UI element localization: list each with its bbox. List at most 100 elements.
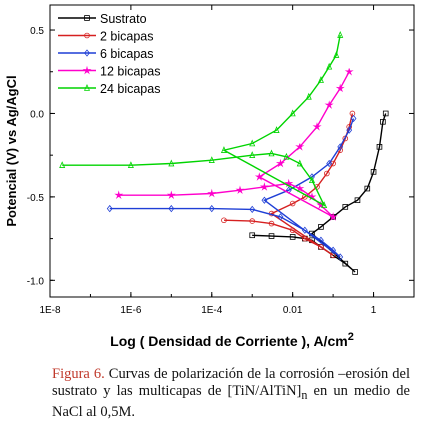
data-point [82,65,92,75]
data-point [326,62,333,70]
data-point [249,232,256,239]
data-point [350,114,357,123]
data-point [207,188,217,198]
series-5 [59,31,344,209]
axis-ticks: 1E-8 1E-6 1E-4 0.01 1 0.5 0.0 -0.5 -1.0 [27,5,414,316]
data-point [84,32,90,39]
data-point [342,260,349,267]
data-point [221,217,227,224]
data-point [344,68,354,76]
data-point [328,212,338,221]
data-point [302,235,308,242]
data-point [324,100,334,109]
data-point [289,234,296,240]
data-point [318,236,324,244]
data-point [284,178,294,188]
data-point [83,84,91,91]
data-point [166,190,176,200]
data-point [249,139,256,147]
data-point [127,161,134,168]
data-point [283,152,290,160]
data-point [295,143,305,151]
data-point [259,182,269,191]
data-point [208,204,215,213]
figure-label: Figura 6. [52,366,105,382]
data-point [289,200,296,207]
data-point [354,197,361,204]
data-point [249,205,256,214]
x-tick-label: 1E-4 [201,305,223,316]
data-point [84,15,90,21]
x-tick-label: 1 [371,305,377,316]
legend-label: 6 bicapas [100,47,154,61]
data-point [84,49,90,57]
legend-label: 12 bicapas [100,65,160,79]
caption-subscript: n [301,387,308,402]
data-point [235,185,245,195]
x-axis-label: Log ( Densidad de Corriente ), A/cm2 [110,331,354,349]
data-point [326,159,333,168]
data-point [168,204,175,213]
data-point [349,110,356,117]
data-point [289,227,296,234]
data-point [273,126,280,133]
data-point [337,31,344,38]
caption-text-end: en un medio de NaCl al 0,5M. [52,383,410,420]
y-tick-label: -0.5 [27,193,45,204]
legend-label: 24 bicapas [100,82,160,96]
data-point [106,204,113,213]
data-point [330,160,336,167]
series-1 [249,110,389,275]
y-axis-label: Potencial (V) vs Ag/AgCl [4,75,19,226]
legend: Sustrato 2 bicapas 6 bicapas 12 bicapas 24 b… [58,12,160,96]
data-point [330,246,337,254]
data-point [114,190,124,200]
x-tick-label: 1E-8 [39,305,61,316]
legend-label: 2 bicapas [100,30,154,44]
data-point [268,220,275,227]
data-point [376,144,383,150]
series-3 [106,114,357,261]
figure-caption: Figura 6. Curvas de polarización de la c… [52,366,410,421]
x-tick-label: 1E-6 [120,305,142,316]
data-point [324,170,330,177]
data-point [295,185,305,193]
data-point [220,146,227,153]
data-point [352,269,358,275]
data-point [254,172,264,181]
y-tick-label: 0.0 [30,109,44,120]
plot-frame [49,4,415,298]
caption-text: Curvas de polarización de la corrosión –… [52,366,410,399]
data-point [317,76,324,83]
data-point [208,156,215,163]
data-point [382,110,389,117]
y-tick-label: -1.0 [27,276,45,287]
data-point [289,109,296,117]
series-line [62,34,341,207]
data-point [261,196,268,204]
series-line [109,118,355,258]
data-point [342,204,349,210]
legend-label: Sustrato [100,12,147,26]
data-point [312,122,322,131]
series-layer [59,31,389,275]
data-point [337,143,344,151]
data-point [268,149,275,157]
y-tick-label: 0.5 [30,26,44,37]
polarization-chart: 1E-8 1E-6 1E-4 0.01 1 0.5 0.0 -0.5 -1.0 Sustrato… [4,4,415,349]
data-point [364,185,371,192]
data-point [380,119,386,125]
data-point [296,159,303,167]
series-4 [114,68,354,221]
data-point [370,169,377,175]
data-point [249,151,256,158]
data-point [301,226,308,234]
data-point [333,51,340,58]
data-point [275,158,285,168]
data-point [318,244,324,250]
data-point [346,126,353,134]
data-point [268,233,275,239]
data-point [277,213,284,221]
data-point [337,253,344,261]
data-point [321,201,328,209]
